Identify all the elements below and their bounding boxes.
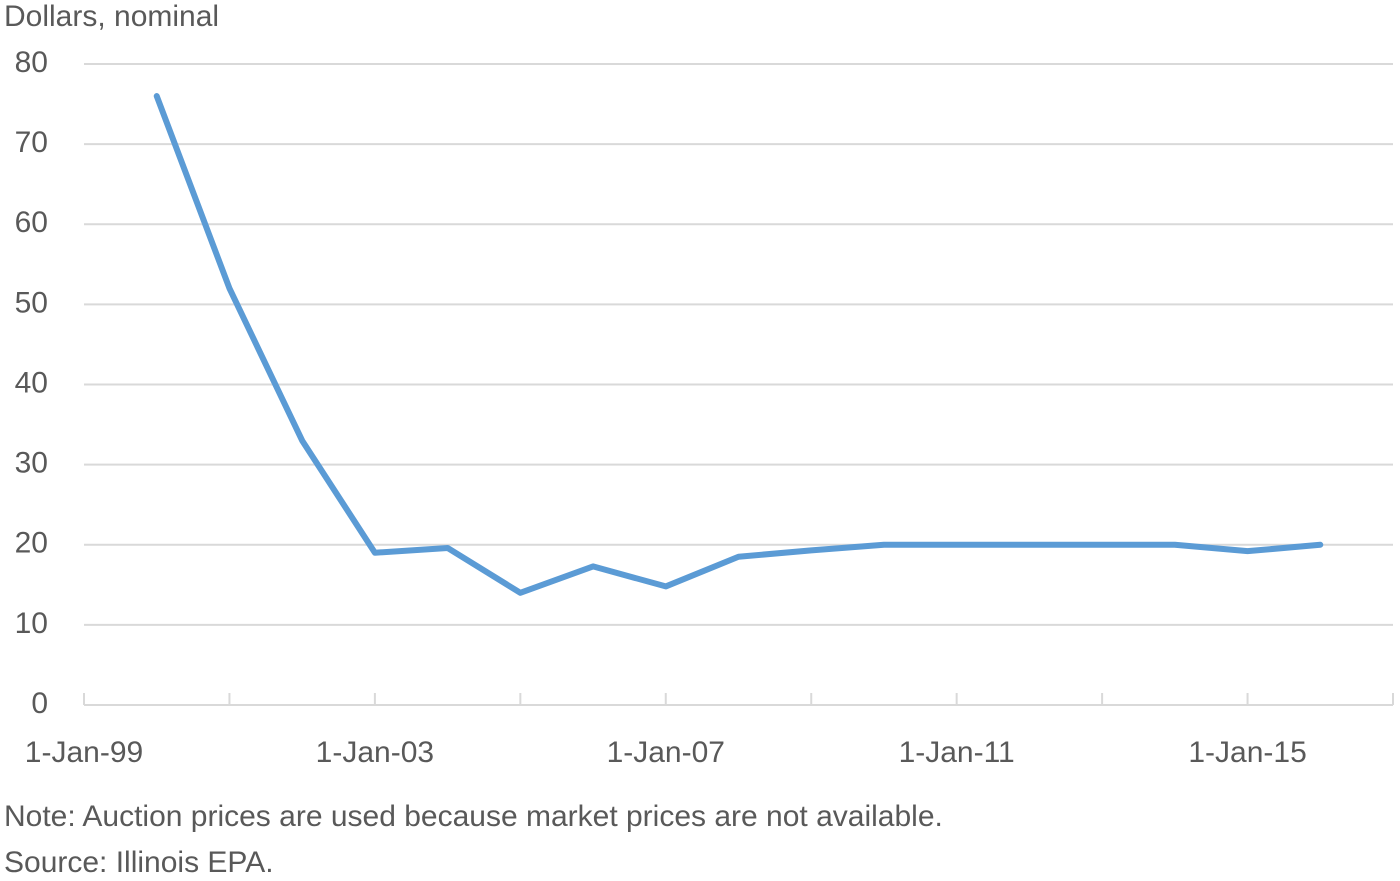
x-tick-label: 1-Jan-15 xyxy=(1188,736,1306,769)
y-tick-label: 10 xyxy=(15,607,48,640)
data-line xyxy=(153,93,1324,596)
y-axis-label: Dollars, nominal xyxy=(4,0,219,33)
y-tick-label: 40 xyxy=(15,366,48,399)
x-tick-label: 1-Jan-03 xyxy=(316,736,434,769)
y-tick-label: 50 xyxy=(15,286,48,319)
y-tick-label: 70 xyxy=(15,126,48,159)
note: Note: Auction prices are used because ma… xyxy=(4,800,943,833)
y-tick-label: 30 xyxy=(15,447,48,480)
y-tick-label: 80 xyxy=(15,46,48,79)
x-tick-label: 1-Jan-07 xyxy=(607,736,725,769)
y-tick-label: 0 xyxy=(31,687,48,720)
y-tick-label: 20 xyxy=(15,527,48,560)
source: Source: Illinois EPA. xyxy=(4,846,274,879)
x-tick-label: 1-Jan-99 xyxy=(25,736,143,769)
x-tick-label: 1-Jan-11 xyxy=(899,736,1015,769)
y-tick-label: 60 xyxy=(15,206,48,239)
